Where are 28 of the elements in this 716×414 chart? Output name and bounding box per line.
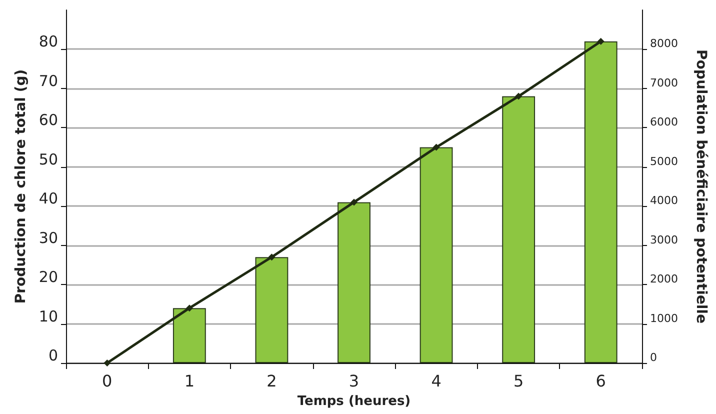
x-tick-label: 4 xyxy=(431,372,442,390)
x-tick-label: 3 xyxy=(348,372,360,390)
y-tick-label: 60 xyxy=(38,111,58,130)
y2-axis-title: Population bénéficiaire potentielle xyxy=(693,50,709,324)
y-tick-label: 50 xyxy=(38,150,58,168)
y2-tick-label: 0 xyxy=(650,351,657,364)
x-tick-label: 5 xyxy=(513,372,524,390)
x-axis-title: Temps (heures) xyxy=(297,394,411,409)
y2-tick-label: 7000 xyxy=(650,76,678,90)
y2-tick-label: 4000 xyxy=(650,194,678,208)
y2-tick-label: 6000 xyxy=(650,116,678,129)
y-tick-label: 40 xyxy=(38,190,58,208)
x-tick-label: 6 xyxy=(596,372,606,390)
y2-tick-label: 1000 xyxy=(650,312,678,325)
x-tick-label: 0 xyxy=(102,372,112,390)
x-tick-label: 2 xyxy=(266,372,277,390)
y2-tick-label: 3000 xyxy=(650,233,678,246)
y-tick-label: 70 xyxy=(38,72,58,90)
y-tick-label: 10 xyxy=(38,307,58,326)
y2-tick-label: 8000 xyxy=(650,37,678,50)
y-tick-label: 20 xyxy=(38,268,58,286)
x-tick-label: 1 xyxy=(184,372,195,390)
y2-tick-label: 2000 xyxy=(650,272,678,286)
y-tick-label: 80 xyxy=(38,32,58,51)
y-axis-title: Production de chlore total (g) xyxy=(13,69,29,304)
y-tick-label: 30 xyxy=(38,228,58,247)
y-tick-label: 0 xyxy=(48,346,58,364)
y2-tick-label: 5000 xyxy=(650,154,678,168)
